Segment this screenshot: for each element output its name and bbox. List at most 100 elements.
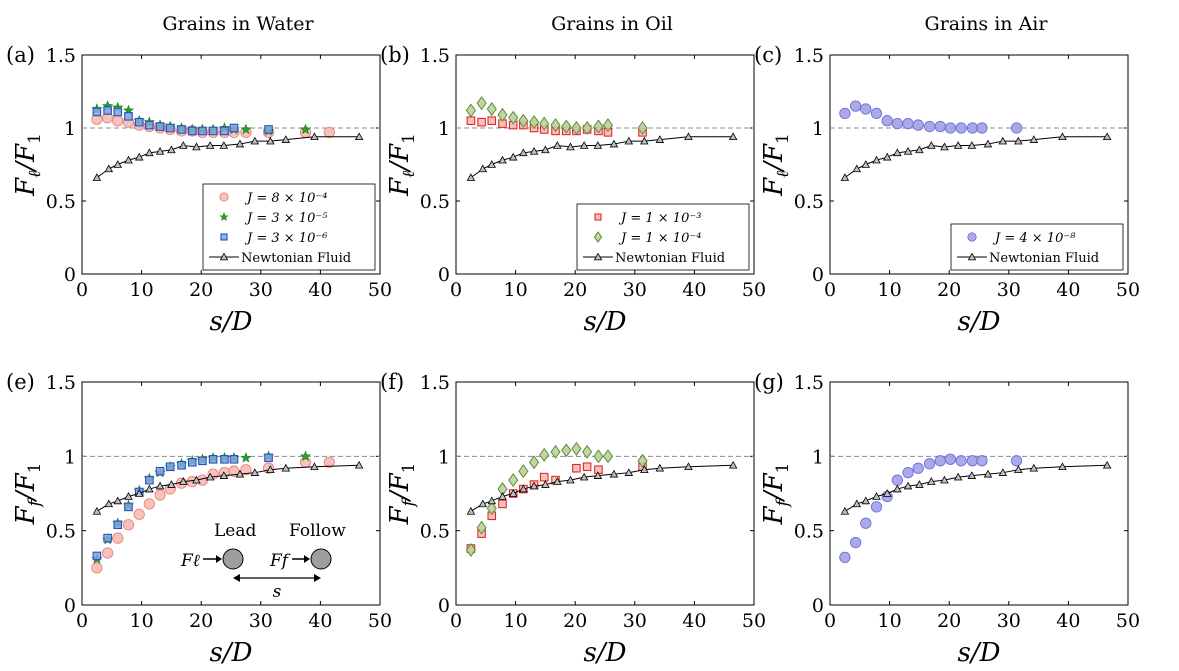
newtonian-point — [250, 468, 260, 476]
data-point — [299, 450, 312, 462]
data-point — [498, 499, 507, 509]
newtonian-point — [250, 136, 260, 145]
legend-label: J = 4 × 10⁻⁸ — [992, 231, 1076, 246]
data-point — [220, 126, 229, 136]
legend-item: Newtonian Fluid — [957, 251, 1099, 266]
x-axis-label: s/D — [210, 307, 253, 337]
newtonian-point — [882, 152, 892, 161]
y-tick-label: 0 — [812, 595, 824, 617]
newtonian-point — [983, 139, 993, 148]
data-point — [240, 123, 252, 135]
y-tick-label: 0 — [64, 595, 76, 617]
newtonian-point — [354, 460, 364, 469]
newtonian-point — [205, 141, 215, 149]
newtonian-point — [624, 468, 634, 476]
lead-label: Lead — [214, 521, 256, 541]
plot-frame — [81, 54, 381, 275]
data-point — [240, 464, 252, 476]
column-titles: Grains in Water Grains in Oil Grains in … — [162, 13, 1048, 35]
newtonian-point — [1058, 132, 1067, 141]
column-title-oil: Grains in Oil — [551, 13, 673, 35]
data-point — [113, 107, 123, 117]
x-tick-label: 40 — [308, 610, 332, 632]
newtonian-point — [466, 506, 476, 515]
data-point — [299, 123, 312, 135]
data-point — [465, 542, 476, 558]
data-point — [550, 444, 561, 459]
data-point — [177, 460, 186, 470]
y-axis-label: Ff/F1 — [11, 463, 45, 526]
panel-label: (f) — [380, 370, 404, 394]
plot-frame — [455, 381, 755, 606]
series-newtonian-fluid — [840, 460, 1112, 515]
y-tick-label: 1 — [812, 446, 824, 468]
follow-force-arrowhead — [304, 555, 310, 563]
y-axis-label: Fℓ/F1 — [11, 133, 45, 197]
x-tick-label: 0 — [76, 279, 88, 301]
legend-item: Newtonian Fluid — [209, 251, 351, 266]
x-tick-label: 50 — [1116, 610, 1140, 632]
newtonian-point — [927, 141, 936, 149]
newtonian-point — [861, 160, 871, 168]
y-tick-label: 0.5 — [794, 191, 824, 213]
newtonian-point — [579, 141, 589, 149]
data-point — [572, 463, 581, 473]
data-point — [976, 455, 988, 467]
newtonian-point — [967, 471, 977, 479]
legend-label: Newtonian Fluid — [241, 251, 351, 266]
data-point — [934, 455, 946, 467]
newtonian-point — [145, 484, 154, 493]
newtonian-point — [519, 484, 528, 493]
data-point — [124, 112, 133, 121]
data-point — [571, 120, 582, 136]
newtonian-point — [872, 492, 881, 500]
panel-label: (a) — [6, 43, 35, 67]
newtonian-point — [927, 477, 936, 485]
x-tick-label: 30 — [623, 610, 647, 632]
newtonian-point — [640, 136, 649, 145]
x-tick-label: 20 — [937, 610, 961, 632]
newtonian-point — [508, 152, 518, 161]
data-point — [103, 106, 112, 115]
legend-marker — [219, 212, 229, 221]
newtonian-line — [96, 136, 360, 179]
legend-marker — [220, 233, 228, 241]
newtonian-point — [940, 475, 949, 484]
inset-schematic: Lead Follow Fℓ Ff s — [180, 521, 346, 602]
panel-a: 0 10 20 30 40 50 0 0.5 1 1.5 (a) s/D Fℓ/F1 J = 8 × 10… — [6, 43, 392, 337]
x-tick-label: 40 — [1056, 610, 1080, 632]
newtonian-point — [235, 469, 245, 478]
data-point — [849, 100, 862, 112]
newtonian-point — [1102, 460, 1112, 469]
newtonian-point — [310, 462, 319, 471]
y-tick-label: 1 — [438, 118, 450, 140]
data-point — [101, 547, 114, 559]
legend-box — [950, 223, 1124, 271]
data-point — [593, 449, 604, 464]
y-tick-label: 1.5 — [46, 45, 76, 67]
legend-marker — [593, 231, 603, 243]
newtonian-point — [113, 160, 123, 168]
data-point — [944, 453, 957, 465]
newtonian-point — [498, 155, 507, 164]
data-point — [602, 118, 614, 133]
newtonian-point — [167, 145, 176, 154]
newtonian-point — [113, 496, 123, 505]
x-tick-label: 0 — [76, 610, 88, 632]
newtonian-line — [470, 136, 734, 179]
data-point — [839, 107, 851, 120]
series-newtonian-fluid — [466, 460, 738, 515]
data-point — [550, 118, 561, 133]
newtonian-point — [508, 489, 518, 497]
data-point — [602, 449, 614, 464]
legend-box — [576, 203, 750, 271]
series-newtonian-fluid — [92, 132, 364, 181]
x-tick-label: 50 — [742, 279, 766, 301]
x-tick-label: 10 — [878, 610, 902, 632]
newtonian-point — [354, 132, 364, 141]
legend-item: J = 1 × 10⁻³ — [594, 211, 701, 226]
x-tick-label: 40 — [1056, 279, 1080, 301]
newtonian-point — [104, 164, 114, 173]
follow-force-label: Ff — [269, 551, 291, 571]
panel-g: 0 10 20 30 40 50 0 0.5 1 1.5 (g) s/D Ff/F1 — [754, 370, 1140, 668]
